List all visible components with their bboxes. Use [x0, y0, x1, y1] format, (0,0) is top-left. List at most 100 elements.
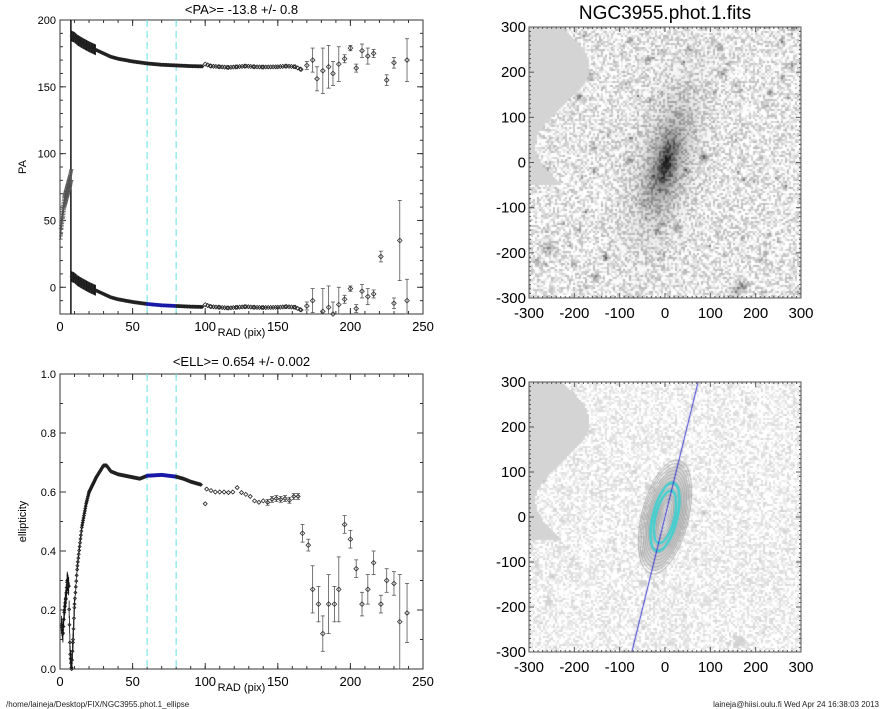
ell-mid-point — [221, 489, 227, 495]
pa-outer-point — [391, 59, 397, 66]
ell-point — [77, 548, 82, 553]
pa-xlabel: RAD (pix) — [218, 327, 266, 339]
x-tick-label: 150 — [267, 674, 289, 689]
ell-point — [79, 525, 84, 530]
ell-point — [198, 482, 203, 487]
ell-outer-point — [335, 586, 342, 593]
pa-outer-point — [347, 285, 354, 292]
ell-point — [83, 504, 88, 509]
y-tick-label: 0 — [50, 282, 56, 294]
pa-point — [282, 63, 288, 69]
x-tick-label: 0 — [56, 674, 63, 689]
ell-mid-point — [234, 485, 240, 491]
pa-outer-point — [353, 65, 360, 71]
y-tick-label: 0.4 — [41, 546, 56, 558]
ell-point — [67, 640, 72, 645]
pa-point — [233, 64, 239, 70]
pa-point — [292, 64, 298, 70]
ell-mid-point — [243, 491, 249, 497]
image-axes-top-frame — [528, 26, 802, 299]
y-tick-label: 0 — [518, 155, 526, 172]
x-tick-label: -300 — [514, 305, 544, 322]
x-tick-label: 100 — [194, 319, 216, 334]
ell-title: <ELL>= 0.654 +/- 0.002 — [173, 354, 310, 369]
ell-ylabel: ellipticity — [17, 500, 29, 542]
pa-plot — [58, 19, 424, 317]
pa-outer-point — [383, 77, 390, 84]
ell-mid-point — [238, 490, 245, 496]
ell-point — [61, 617, 66, 622]
ell-point — [76, 552, 81, 557]
ell-point — [73, 590, 78, 595]
y-tick-label: 150 — [38, 82, 56, 94]
ell-outer-point — [378, 601, 384, 607]
ell-outer-point — [383, 577, 390, 584]
pa-point — [298, 307, 304, 313]
x-tick-label: 250 — [412, 319, 434, 334]
pa-outer-point — [303, 62, 310, 69]
footer-path: /home/laineja/Desktop/FIX/NGC3955.phot.1… — [6, 700, 190, 709]
y-tick-label: 200 — [501, 64, 526, 81]
x-tick-label: 100 — [698, 305, 723, 322]
ell-point — [75, 567, 80, 572]
image-title: NGC3955.phot.1.fits — [579, 3, 751, 24]
pa-point — [291, 64, 297, 70]
pa-outer-point — [353, 305, 360, 312]
ell-mid-point — [252, 498, 258, 504]
pa-outer-point — [330, 311, 336, 317]
pa-point — [200, 64, 205, 69]
ell-point — [82, 508, 87, 513]
ell-point — [79, 529, 84, 534]
pa-outer-point — [404, 297, 410, 304]
ell-mid-point — [291, 493, 297, 499]
pa-outer-point — [303, 303, 310, 309]
ell-point — [64, 590, 69, 595]
y-tick-label: 0 — [518, 509, 526, 526]
x-tick-label: -300 — [514, 659, 544, 676]
ell-point — [70, 649, 75, 654]
pa-outer-point — [319, 67, 326, 74]
pa-point — [295, 305, 301, 312]
x-tick-label: 200 — [340, 319, 362, 334]
ell-mid-point — [247, 493, 253, 499]
galaxy-image — [529, 27, 801, 298]
ell-outer-point — [396, 618, 403, 625]
pa-point — [298, 66, 304, 73]
x-tick-label: 100 — [194, 674, 216, 689]
ell-mid-point — [265, 499, 271, 505]
ell-point — [68, 652, 73, 657]
pa-point — [250, 64, 256, 70]
ell-point — [69, 666, 74, 672]
ell-point — [76, 556, 81, 561]
x-tick-label: 300 — [788, 305, 813, 322]
ell-mid-point — [204, 486, 210, 492]
ell-point — [69, 665, 74, 670]
ell-mid-point — [282, 495, 288, 502]
x-tick-label: 50 — [125, 674, 139, 689]
y-tick-label: 0.8 — [41, 428, 56, 440]
y-tick-label: 50 — [44, 215, 56, 227]
ell-point — [75, 563, 80, 568]
pa-outer-point — [325, 304, 332, 311]
ell-point — [80, 520, 85, 525]
x-tick-label: 200 — [743, 659, 768, 676]
y-tick-label: -200 — [496, 599, 526, 616]
x-tick-label: 300 — [788, 659, 813, 676]
ell-point — [69, 658, 75, 663]
ell-outer-point — [305, 542, 312, 548]
pa-point — [200, 304, 205, 309]
pa-outer-point — [391, 300, 397, 307]
image-axes-bottom-frame — [528, 381, 802, 653]
ell-point — [83, 506, 88, 511]
ell-outer-point — [353, 565, 360, 572]
x-tick-label: -200 — [559, 659, 589, 676]
y-tick-label: 100 — [501, 464, 526, 481]
pa-outer-point — [309, 297, 316, 304]
ell-outer-point — [364, 586, 371, 593]
ell-outer-point — [309, 586, 316, 593]
ell-xlabel: RAD (pix) — [218, 682, 266, 694]
ell-point — [81, 518, 86, 523]
ell-point — [74, 573, 79, 578]
ell-outer-point — [391, 580, 397, 587]
